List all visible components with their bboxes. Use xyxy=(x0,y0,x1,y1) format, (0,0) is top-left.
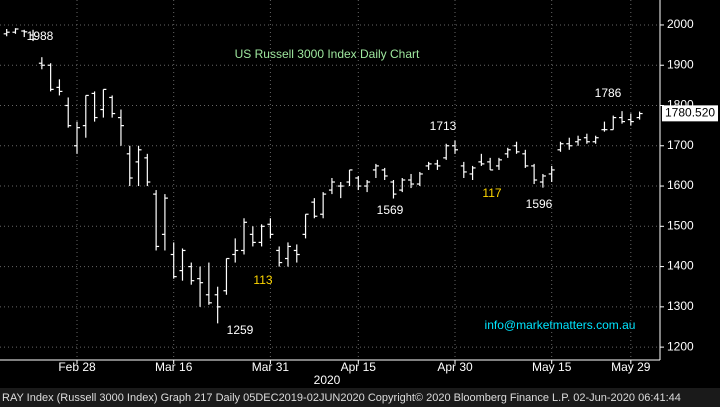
annotation: 1569 xyxy=(377,203,404,217)
x-tick-label: Mar 31 xyxy=(252,360,290,374)
y-tick-label: 1200 xyxy=(667,339,694,353)
last-price-box xyxy=(662,105,718,122)
x-tick-label: May 29 xyxy=(611,360,651,374)
annotation: 1259 xyxy=(227,323,254,337)
y-tick-label: 1400 xyxy=(667,259,694,273)
y-tick-label: 2000 xyxy=(667,17,694,31)
watermark: info@marketmatters.com.au xyxy=(485,318,636,332)
x-tick-label: Feb 28 xyxy=(58,360,96,374)
footer: RAY Index (Russell 3000 Index) Graph 217… xyxy=(2,392,681,404)
y-tick-label: 1700 xyxy=(667,138,694,152)
y-tick-label: 1300 xyxy=(667,299,694,313)
x-tick-label: May 15 xyxy=(532,360,572,374)
annotation: 1988 xyxy=(27,29,54,43)
annotation: 1786 xyxy=(595,86,622,100)
x-axis-label: 2020 xyxy=(314,373,341,387)
chart-title: US Russell 3000 Index Daily Chart xyxy=(235,47,420,61)
y-tick-label: 1600 xyxy=(667,178,694,192)
last-price-label: 1780.520 xyxy=(665,106,715,120)
annotation: 1596 xyxy=(526,197,553,211)
y-tick-label: 1900 xyxy=(667,57,694,71)
x-tick-label: Mar 16 xyxy=(155,360,193,374)
y-tick-label: 1500 xyxy=(667,218,694,232)
annotation: 1713 xyxy=(430,119,457,133)
annotation: 113 xyxy=(253,273,272,287)
x-tick-label: Apr 15 xyxy=(341,360,377,374)
x-tick-label: Apr 30 xyxy=(437,360,473,374)
annotation: 117 xyxy=(482,186,501,200)
footer-bar xyxy=(0,388,720,407)
